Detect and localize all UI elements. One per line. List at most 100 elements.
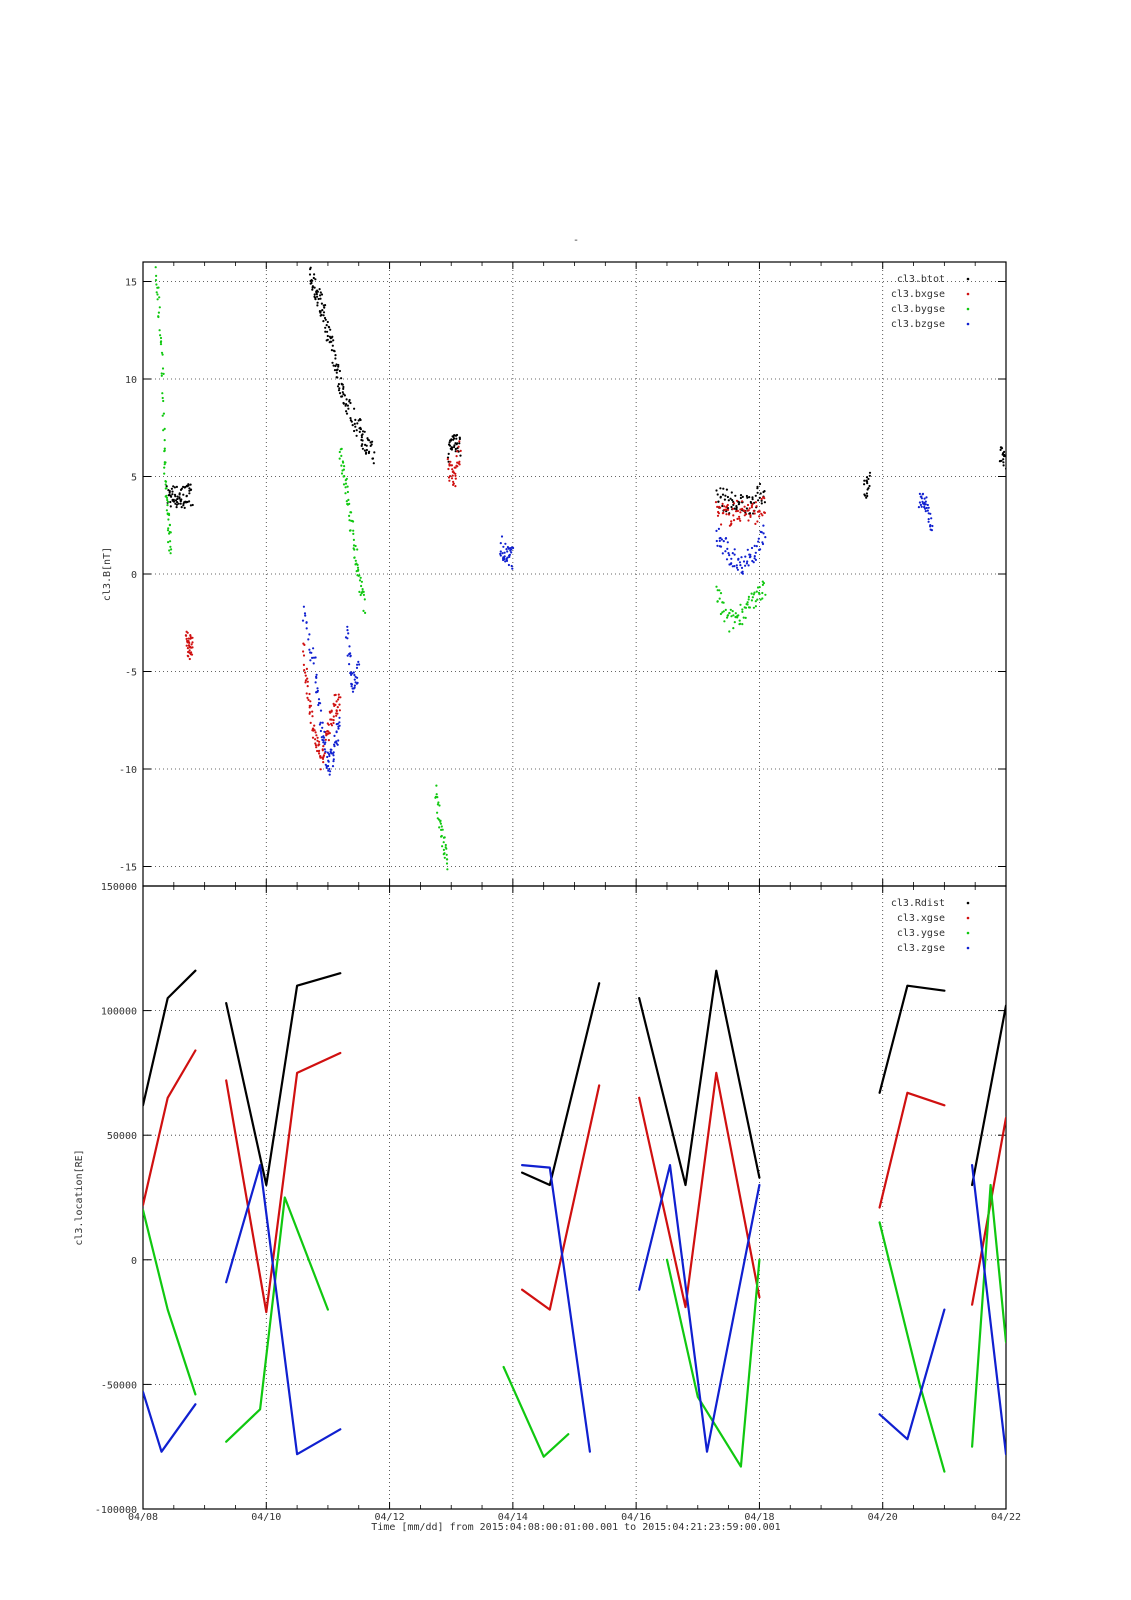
cl3.btot-point	[867, 477, 870, 481]
cl3.bzgse-point	[500, 535, 504, 538]
cl3.bzgse-point	[502, 558, 505, 562]
cl3.bxgse-point	[191, 636, 194, 639]
cl3.bxgse-point	[332, 702, 335, 706]
cl3.bxgse-point	[719, 506, 722, 509]
loc-legend-marker	[966, 946, 970, 950]
cl3.bzgse-point	[335, 740, 338, 743]
cl3.btot-point	[319, 311, 322, 314]
cl3.bzgse-point	[724, 537, 727, 540]
cl3.bxgse-point	[720, 523, 723, 526]
cl3.bzgse-point	[731, 552, 734, 555]
cl3.btot-point	[1002, 464, 1005, 467]
cl3.btot-point	[320, 293, 324, 296]
cl3.bzgse-point	[301, 619, 305, 622]
cl3.bzgse-point	[318, 723, 321, 726]
cl3.btot-point	[741, 495, 744, 498]
cl3.bygse-point	[355, 562, 358, 565]
b-y-tick-label: -15	[119, 863, 137, 874]
cl3.bzgse-point	[503, 551, 506, 554]
cl3.btot-point	[725, 510, 728, 513]
cl3.bzgse-point	[724, 550, 727, 553]
cl3.btot-point	[760, 502, 763, 505]
cl3.bxgse-point	[312, 727, 315, 730]
cl3.btot-point	[721, 493, 725, 496]
cl3.bygse-point	[758, 586, 761, 589]
cl3.bygse-point	[755, 590, 758, 593]
cl3.btot-point	[366, 437, 369, 440]
loc-y-tick-label: -100000	[95, 1505, 137, 1516]
cl3.btot-point	[365, 451, 368, 454]
cl3.bzgse-point	[356, 663, 359, 666]
cl3.bygse-point	[435, 793, 438, 796]
cl3.bzgse-point	[927, 518, 930, 521]
cl3.bygse-point	[361, 590, 364, 593]
cl3.bzgse-point	[352, 671, 355, 674]
cl3.bzgse-point	[502, 545, 505, 548]
cl3.bxgse-point	[187, 655, 190, 658]
cl3.bygse-point	[344, 482, 348, 485]
cl3.bxgse-point	[335, 709, 338, 713]
cl3.btot-point	[342, 385, 345, 389]
cl3.bzgse-point	[328, 754, 331, 758]
cl3.bygse-point	[159, 334, 162, 337]
cl3.btot-point	[363, 449, 366, 452]
cl3.bzgse-point	[764, 536, 767, 539]
cl3.bzgse-point	[349, 655, 352, 658]
cl3.bzgse-point	[924, 500, 927, 503]
cl3.bzgse-point	[312, 656, 316, 659]
cl3.bzgse-point	[501, 552, 504, 555]
cl3.bygse-point	[358, 579, 362, 582]
cl3.bzgse-point	[330, 748, 333, 751]
cl3.btot-point	[182, 485, 185, 488]
cl3.bxgse-point	[306, 677, 309, 680]
cl3.bxgse-point	[322, 761, 325, 764]
cl3.bzgse-point	[315, 676, 318, 680]
cl3.bygse-point	[359, 593, 362, 597]
cl3.btot-point	[322, 311, 326, 314]
cl3.Rdist-line	[143, 969, 1006, 1187]
cl3.bygse-point	[716, 600, 719, 603]
cl3.btot-point	[326, 334, 329, 338]
cl3.bzgse-point	[350, 685, 353, 688]
cl3.btot-point	[331, 361, 334, 364]
cl3.bygse-point	[160, 372, 163, 375]
cl3.bygse-point	[444, 843, 447, 847]
cl3.btot-point	[174, 495, 177, 498]
cl3.btot-point	[322, 320, 325, 323]
cl3.bxgse-point	[327, 739, 330, 742]
cl3.bygse-point	[736, 614, 739, 617]
x-tick-label: 04/10	[251, 1512, 281, 1523]
cl3.bxgse-point	[739, 511, 742, 514]
cl3.bygse-point	[730, 615, 733, 618]
cl3.bzgse-point	[314, 681, 317, 684]
cl3.btot-point	[760, 499, 763, 502]
cl3.bzgse-point	[346, 654, 349, 657]
cl3.btot-point	[868, 484, 871, 488]
cl3.btot-point	[326, 338, 329, 341]
cl3.bzgse-point	[353, 678, 356, 681]
cl3.bygse-point	[350, 519, 353, 522]
cl3.bygse-point	[157, 311, 160, 314]
cl3.bygse-point	[718, 589, 721, 592]
cl3.btot-point	[372, 462, 375, 465]
cl3.bzgse-point	[353, 686, 356, 689]
cl3.bxgse-point	[332, 715, 335, 718]
cl3.btot-point	[868, 471, 872, 474]
cl3.btot-point	[751, 496, 754, 499]
cl3.bxgse-point	[735, 510, 738, 513]
cl3.bzgse-point	[307, 638, 310, 641]
cl3.bxgse-point	[738, 517, 741, 520]
cl3.bzgse-point	[929, 525, 932, 528]
cl3.btot-point	[451, 446, 454, 449]
cl3.bygse-point	[161, 392, 164, 395]
cl3.btot-point	[363, 430, 366, 433]
cl3.bxgse-point	[748, 507, 751, 510]
cl3.btot-point	[459, 454, 462, 457]
cl3.btot-point	[721, 504, 724, 508]
cl3.bxgse-point	[763, 511, 767, 514]
cl3.bxgse-point	[304, 681, 307, 684]
cl3.bygse-point	[722, 610, 725, 613]
cl3.btot-point	[340, 377, 343, 380]
b-legend-label: cl3.btot	[897, 274, 945, 285]
cl3.bygse-point	[164, 480, 168, 483]
